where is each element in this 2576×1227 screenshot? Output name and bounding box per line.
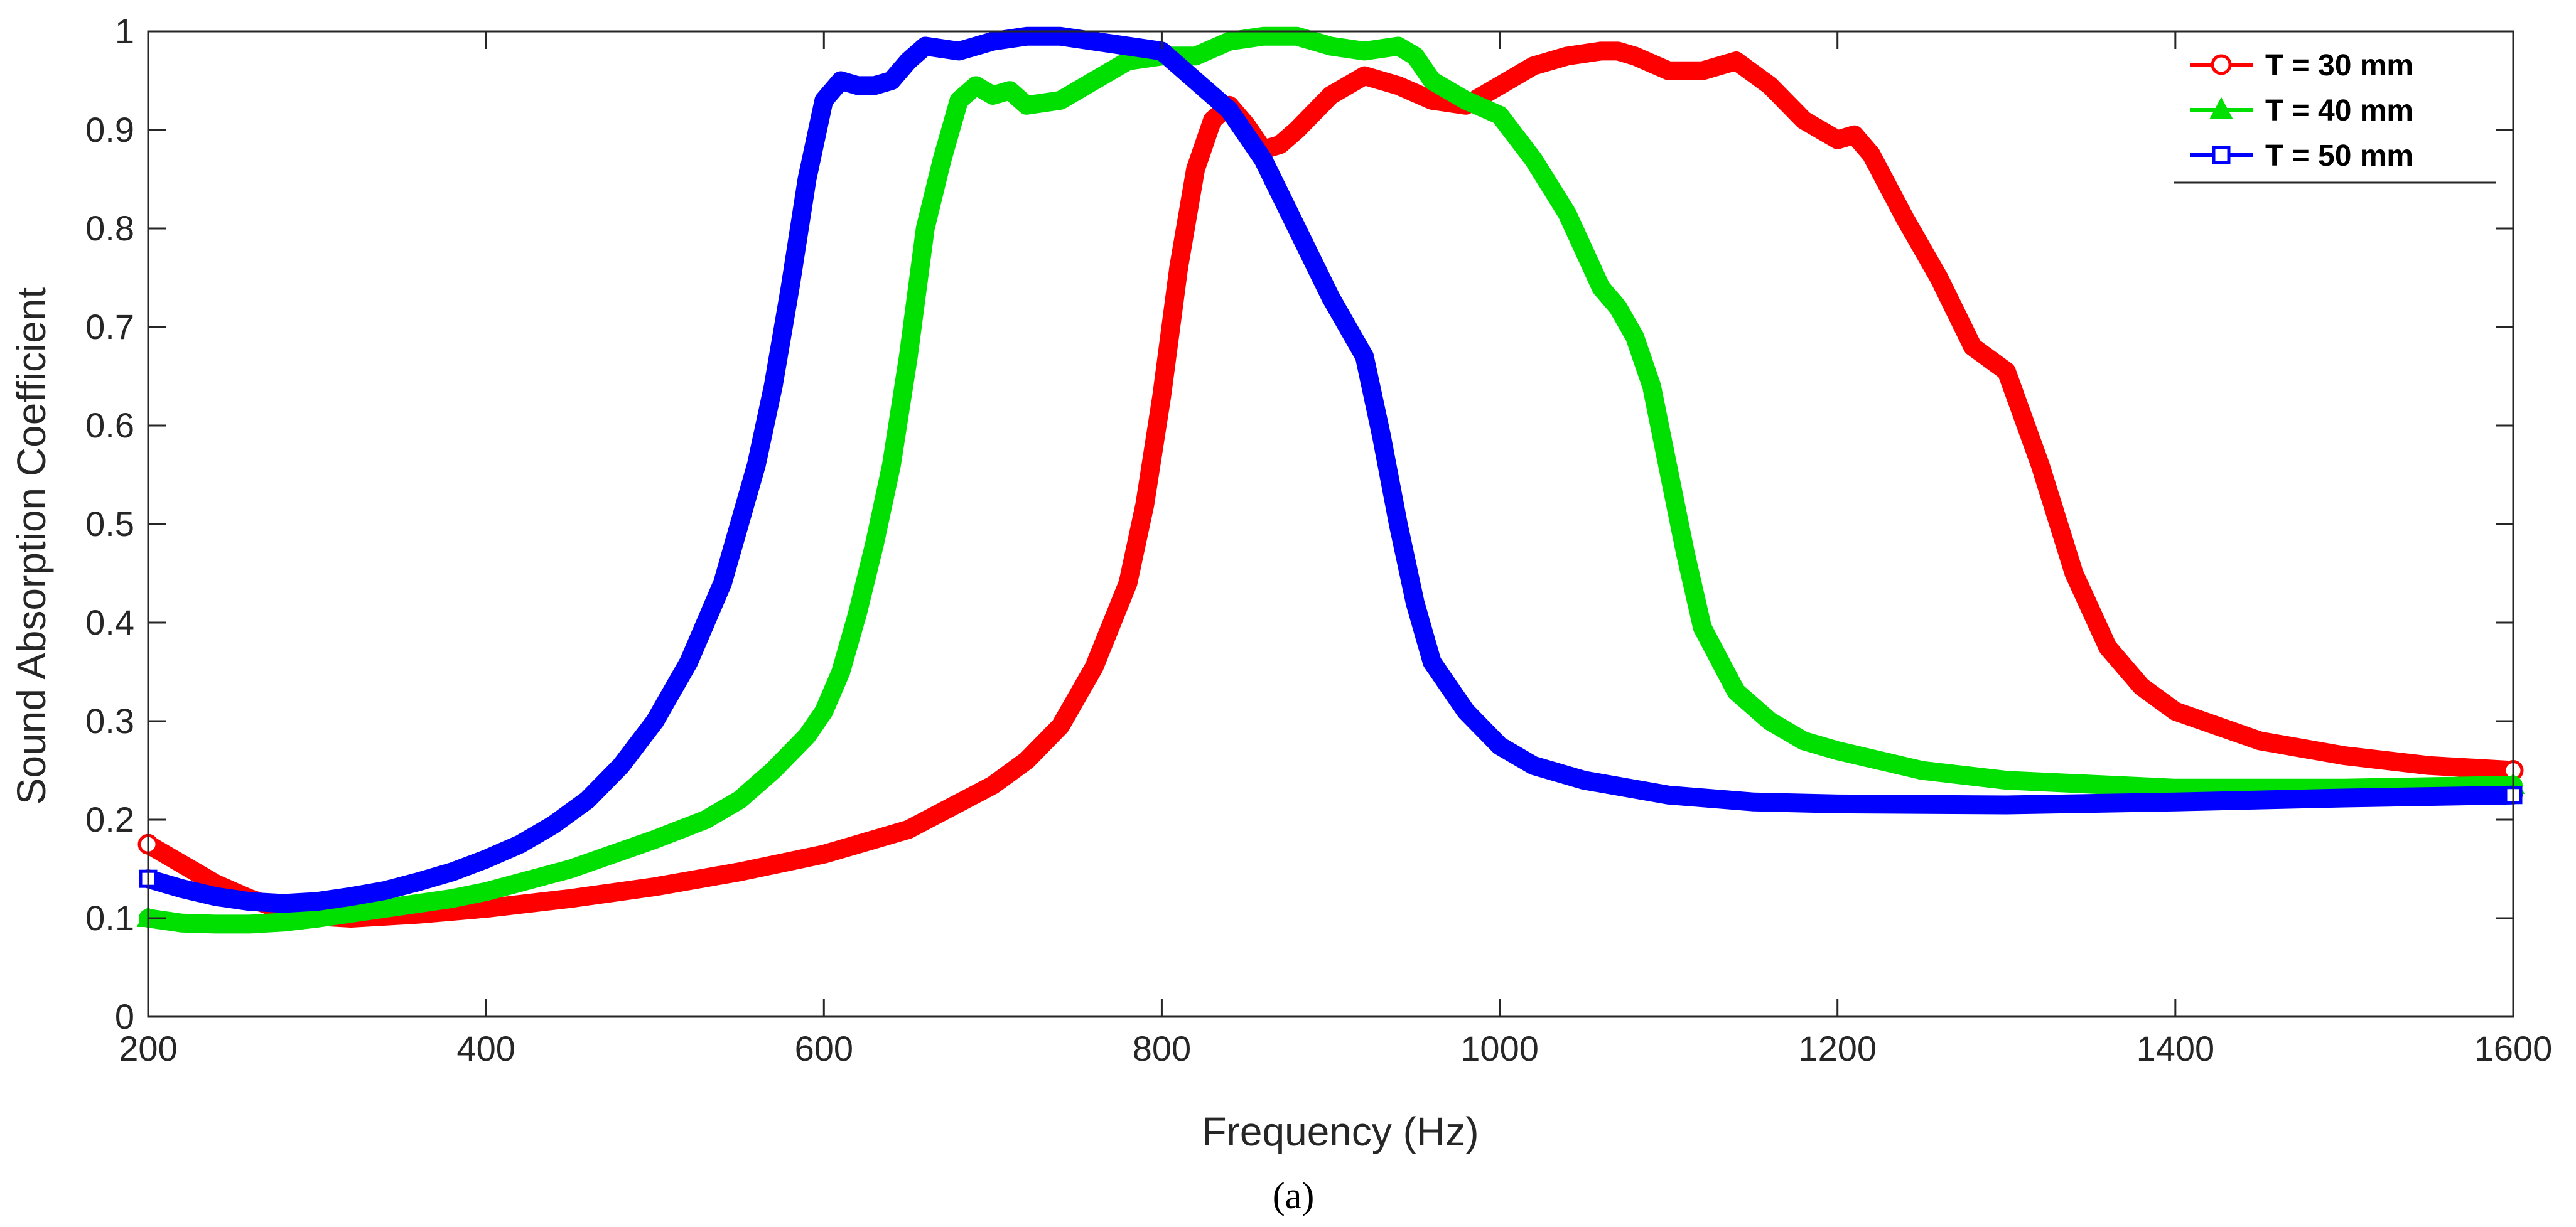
y-tick-label: 0.5 xyxy=(85,504,134,544)
y-tick-label: 0.6 xyxy=(85,405,134,445)
series-line-2 xyxy=(139,26,2523,934)
y-tick-label: 1 xyxy=(115,11,134,51)
y-tick-label: 0.9 xyxy=(85,110,134,149)
legend-marker-1 xyxy=(2211,54,2232,75)
legend-marker-2 xyxy=(2209,97,2233,119)
legend-label-2: T = 40 mm xyxy=(2265,94,2413,127)
x-axis-title: Frequency (Hz) xyxy=(1202,1109,1479,1154)
y-axis-title: Sound Absorption Coefficient xyxy=(9,287,54,805)
legend: T = 30 mm T = 40 mm T = 50 mm xyxy=(2174,49,2496,184)
x-tick-label: 1600 xyxy=(2474,1029,2553,1068)
x-tick-label: 1000 xyxy=(1460,1029,1539,1068)
x-tick-label: 400 xyxy=(456,1029,515,1068)
x-tick-label: 1400 xyxy=(2137,1029,2215,1068)
x-tick-label: 600 xyxy=(795,1029,853,1068)
y-tick-label: 0.8 xyxy=(85,208,134,248)
y-tick-label: 0 xyxy=(115,997,134,1036)
y-tick-label: 0.3 xyxy=(85,701,134,741)
y-tick-label: 0.1 xyxy=(85,898,134,938)
plot-series-group xyxy=(136,26,2525,934)
legend-label-3: T = 50 mm xyxy=(2265,139,2413,173)
legend-marker-3 xyxy=(2212,146,2231,164)
legend-label-1: T = 30 mm xyxy=(2265,49,2413,82)
x-tick-label: 200 xyxy=(119,1029,177,1068)
axes-group: 200 400 600 800 1000 1200 1400 1600 0 0.1 0.2 0.3 0.… xyxy=(85,11,2552,1068)
x-tick-label: 800 xyxy=(1133,1029,1191,1068)
y-tick-label: 0.2 xyxy=(85,800,134,839)
figure-caption: (a) xyxy=(1273,1175,1315,1216)
series-line-3 xyxy=(139,26,2523,913)
y-tick-label: 0.4 xyxy=(85,603,134,642)
series-line-1 xyxy=(139,41,2523,928)
x-tick-label: 1200 xyxy=(1798,1029,1877,1068)
y-tick-label: 0.7 xyxy=(85,307,134,346)
